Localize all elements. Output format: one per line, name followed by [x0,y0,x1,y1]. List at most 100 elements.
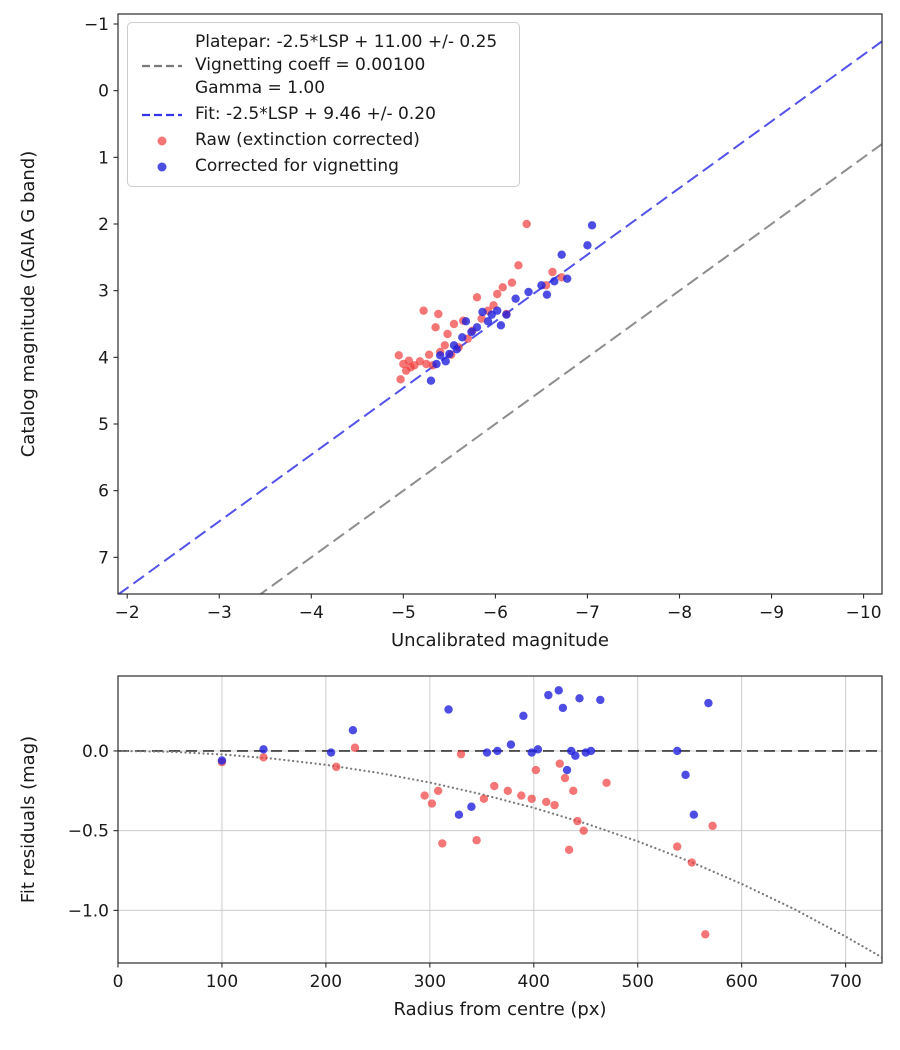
x-tick-label: 700 [829,972,861,992]
raw-residuals-point [420,791,429,800]
corrected-residuals-point [681,770,690,780]
raw-residuals-point [517,791,526,800]
raw-point [431,323,440,332]
raw-residuals-point [569,786,578,795]
corrected-residuals-point [544,690,553,700]
vignetting-corrected-point [496,321,506,330]
corrected-residuals-point [348,726,358,735]
blue-dot-icon [138,157,186,177]
raw-point [507,278,517,287]
corrected-residuals-point [217,756,227,765]
x-axis-label: Uncalibrated magnitude [391,630,609,651]
raw-point [514,261,523,270]
corrected-residuals-point [575,694,584,703]
x-tick-label: 400 [518,972,550,992]
vignetting-corrected-point [557,250,566,259]
vignetting-corrected-point [426,376,436,385]
raw-point [440,341,449,350]
vignetting-corrected-point [524,287,533,297]
raw-residuals-point [527,794,536,803]
x-tick-label: −6 [483,603,508,623]
y-tick-label: 1 [98,148,109,168]
vignetting-corrected-point [583,241,592,250]
corrected-residuals-point [527,748,536,757]
x-tick-label: −8 [667,603,692,623]
x-tick-label: 0 [113,972,124,992]
raw-residuals-point [531,765,541,775]
y-tick-label: 2 [98,215,109,235]
y-tick-label: 6 [98,482,109,502]
raw-residuals-point [479,794,489,803]
raw-point [434,309,443,319]
raw-point [443,329,452,339]
raw-point [394,351,403,360]
fit-line [118,40,882,594]
raw-residuals-point [472,836,481,845]
vignetting-corrected-point [467,327,476,337]
legend-item-platepar: Platepar: -2.5*LSP + 11.00 +/- 0.25 Vign… [138,31,497,100]
raw-residuals-point [542,797,551,807]
corrected-residuals-point [558,703,568,713]
raw-point [396,375,405,384]
x-tick-label: 100 [206,972,238,992]
vignetting-corrected-point [452,345,461,354]
corrected-residuals-point [596,695,605,705]
x-tick-label: −2 [115,603,140,623]
raw-point [477,314,486,323]
raw-point [415,357,425,366]
vignetting-corrected-point [550,277,559,286]
corrected-residuals-point [326,748,336,757]
x-tick-label: −4 [299,603,324,623]
raw-residuals-point [503,786,512,795]
legend-platepar-label-line3: Gamma = 1.00 [195,78,326,98]
vignetting-corrected-point [537,281,546,290]
corrected-residuals-point [689,810,699,819]
raw-residuals-point [259,753,268,762]
x-tick-label: −10 [846,603,882,623]
corrected-residuals-point [454,810,464,819]
corrected-residuals-point [562,765,572,775]
vignetting-corrected-point [562,274,572,283]
raw-point [424,350,434,359]
vignetting-corrected-point [441,357,450,366]
raw-residuals-point [555,759,564,768]
legend-item-corrected: Corrected for vignetting [138,155,497,178]
corrected-residuals-point [444,705,453,714]
legend-item-raw: Raw (extinction corrected) [138,129,497,152]
dashed-line-icon [138,105,186,125]
x-tick-label: 300 [414,972,446,992]
mag-fit-chart: −2 −3 −4 −5 −6 −7 −8 −9 −10−101234567Uncalibrate… [18,13,883,651]
corrected-residuals-point [519,711,528,721]
red-dot-icon [138,131,186,151]
legend-platepar-label-line2: Vignetting coeff = 0.00100 [195,55,426,75]
x-tick-label: −7 [575,603,600,623]
corrected-residuals-point [533,745,543,754]
y-tick-label: −1.0 [68,901,109,921]
legend: Platepar: -2.5*LSP + 11.00 +/- 0.25 Vign… [127,22,521,187]
y-axis-label: Fit residuals (mag) [18,736,39,903]
corrected-residuals-point [704,698,713,708]
x-tick-label: 200 [310,972,342,992]
raw-residuals-point [550,800,559,810]
raw-residuals-point [564,845,574,854]
raw-point [422,359,431,369]
legend-platepar-label-line1: Platepar: -2.5*LSP + 11.00 +/- 0.25 [195,32,498,52]
vignetting-corrected-point [478,307,487,317]
corrected-residuals-point [506,740,516,749]
x-tick-label: −9 [759,603,784,623]
plot-border [117,13,883,595]
raw-residuals-point [687,858,696,867]
raw-point [548,267,557,277]
legend-corrected-marker-dot [157,162,167,171]
y-tick-label: −0.5 [68,822,109,842]
raw-residuals-point [350,743,360,752]
legend-corrected-label: Corrected for vignetting [195,156,399,176]
legend-fit-label: Fit: -2.5*LSP + 9.46 +/- 0.20 [195,104,436,124]
y-tick-label: 3 [98,282,109,302]
vignetting-model-curve [118,749,882,959]
vignetting-corrected-point [461,317,471,326]
raw-residuals-point [708,821,717,831]
corrected-residuals-point [259,745,268,754]
